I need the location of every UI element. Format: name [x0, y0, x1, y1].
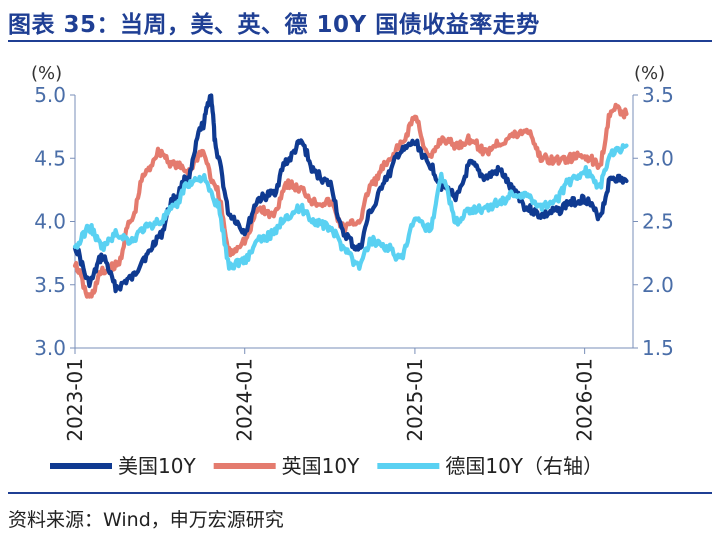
- series-line-1: [72, 102, 629, 299]
- legend-label-0: 美国10Y: [118, 454, 196, 478]
- chart-legend: 美国10Y 英国10Y 德国10Y（右轴）: [50, 454, 603, 478]
- x-tick-label: 2026-01: [573, 358, 597, 442]
- left-tick-label: 3.5: [34, 273, 66, 297]
- chart-series: [72, 93, 629, 299]
- chart-tick-labels: 3.03.54.04.55.01.52.02.53.03.5(%) (%)2023…: [31, 63, 674, 442]
- right-tick-label: 3.5: [642, 83, 674, 107]
- figure-title: 图表 35：当周，美、英、德 10Y 国债收益率走势: [8, 12, 540, 38]
- series-line-2: [72, 143, 629, 271]
- x-tick-label: 2024-01: [233, 358, 257, 442]
- right-tick-label: 2.5: [642, 210, 674, 234]
- chart-axes: [70, 94, 638, 354]
- left-tick-label: 4.0: [34, 210, 66, 234]
- right-tick-label: 1.5: [642, 336, 674, 360]
- left-tick-label: 3.0: [34, 336, 66, 360]
- legend-label-1: 英国10Y: [282, 454, 360, 478]
- right-tick-label: 2.0: [642, 273, 674, 297]
- x-tick-label: 2025-01: [403, 358, 427, 442]
- right-axis-unit: (%): [634, 63, 665, 84]
- yield-chart: 3.03.54.04.55.01.52.02.53.03.5(%) (%)2023…: [31, 63, 674, 478]
- footer-rule: [8, 492, 712, 494]
- left-axis-unit: (%): [31, 63, 62, 84]
- title-underline: [8, 40, 712, 42]
- legend-label-2: 德国10Y（右轴）: [445, 454, 603, 478]
- source-note: 资料来源：Wind，申万宏源研究: [8, 509, 284, 531]
- left-tick-label: 4.5: [34, 146, 66, 170]
- x-tick-label: 2023-01: [63, 358, 87, 442]
- right-tick-label: 3.0: [642, 146, 674, 170]
- left-tick-label: 5.0: [34, 83, 66, 107]
